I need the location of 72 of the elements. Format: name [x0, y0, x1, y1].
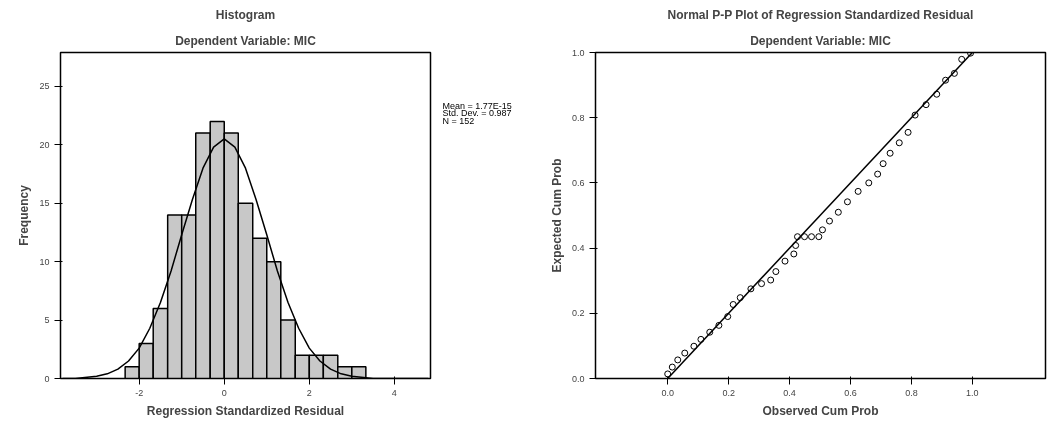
point — [668, 363, 676, 371]
text: Mean = 1.77E-15 — [442, 100, 512, 111]
y-tick-label: 0.0 — [571, 373, 585, 384]
y-tick-label: 20 — [39, 139, 50, 150]
point — [950, 69, 958, 77]
point — [886, 149, 894, 157]
point — [715, 321, 723, 329]
x-tick-label: 0.4 — [783, 387, 796, 398]
point — [681, 349, 689, 357]
x-axis-title: Observed Cum Prob — [762, 403, 879, 418]
point — [664, 370, 672, 378]
y-tick-label: 15 — [39, 198, 50, 209]
point — [792, 242, 800, 249]
text: Std. Dev. = 0.987 — [442, 108, 512, 119]
point — [674, 356, 682, 364]
point — [781, 257, 789, 265]
point — [801, 233, 808, 241]
point — [767, 276, 775, 284]
point — [904, 128, 912, 136]
y-tick-label: 25 — [39, 81, 50, 92]
chart-subtitle: Dependent Variable: MIC — [175, 33, 317, 48]
y-tick-label: 1.0 — [571, 47, 585, 58]
point — [825, 217, 833, 225]
point — [874, 170, 882, 178]
y-axis-title: Frequency — [17, 184, 32, 246]
chart-title: Histogram — [215, 7, 276, 22]
point — [790, 250, 798, 258]
point — [690, 342, 698, 350]
point — [922, 101, 930, 109]
y-axis-title: Expected Cum Prob — [549, 158, 564, 273]
x-tick-label: -2 — [135, 387, 144, 398]
x-tick-label: 0.6 — [844, 387, 857, 398]
y-tick-label: 0.6 — [571, 177, 585, 188]
x-tick-label: 4 — [391, 387, 397, 398]
x-tick-label: 2 — [306, 387, 312, 398]
point — [834, 208, 842, 216]
point — [911, 111, 919, 119]
point — [958, 55, 966, 63]
chart-title: Normal P-P Plot of Regression Standardized Residual — [667, 7, 974, 22]
text: N = 152 — [442, 116, 475, 127]
point — [724, 313, 732, 321]
point — [879, 160, 887, 168]
point — [942, 76, 950, 84]
x-tick-label: 0.2 — [722, 387, 735, 398]
x-tick-label: 0.0 — [661, 387, 674, 398]
point — [843, 198, 851, 206]
y-tick-label: 5 — [44, 315, 50, 326]
point — [794, 233, 801, 241]
y-tick-label: 10 — [39, 256, 50, 267]
point — [729, 301, 737, 308]
x-tick-label: 1.0 — [966, 387, 979, 398]
point — [933, 90, 941, 98]
y-tick-label: 0.4 — [571, 243, 585, 254]
y-tick-label: 0.2 — [571, 308, 585, 319]
point — [818, 226, 826, 234]
y-tick-label: 0 — [44, 373, 50, 384]
chart-subtitle: Dependent Variable: MIC — [750, 33, 892, 48]
point — [706, 328, 714, 336]
point — [808, 233, 816, 241]
y-tick-label: 0.8 — [571, 112, 585, 123]
point — [758, 280, 766, 288]
point — [772, 268, 780, 276]
point — [865, 179, 873, 187]
point — [736, 294, 744, 302]
x-tick-label: 0.8 — [905, 387, 918, 398]
point — [747, 285, 755, 293]
point — [815, 233, 823, 241]
point — [854, 187, 862, 195]
point — [697, 335, 705, 343]
point — [895, 139, 903, 147]
x-tick-label: 0 — [221, 387, 227, 398]
x-axis-title: Regression Standardized Residual — [146, 403, 345, 418]
